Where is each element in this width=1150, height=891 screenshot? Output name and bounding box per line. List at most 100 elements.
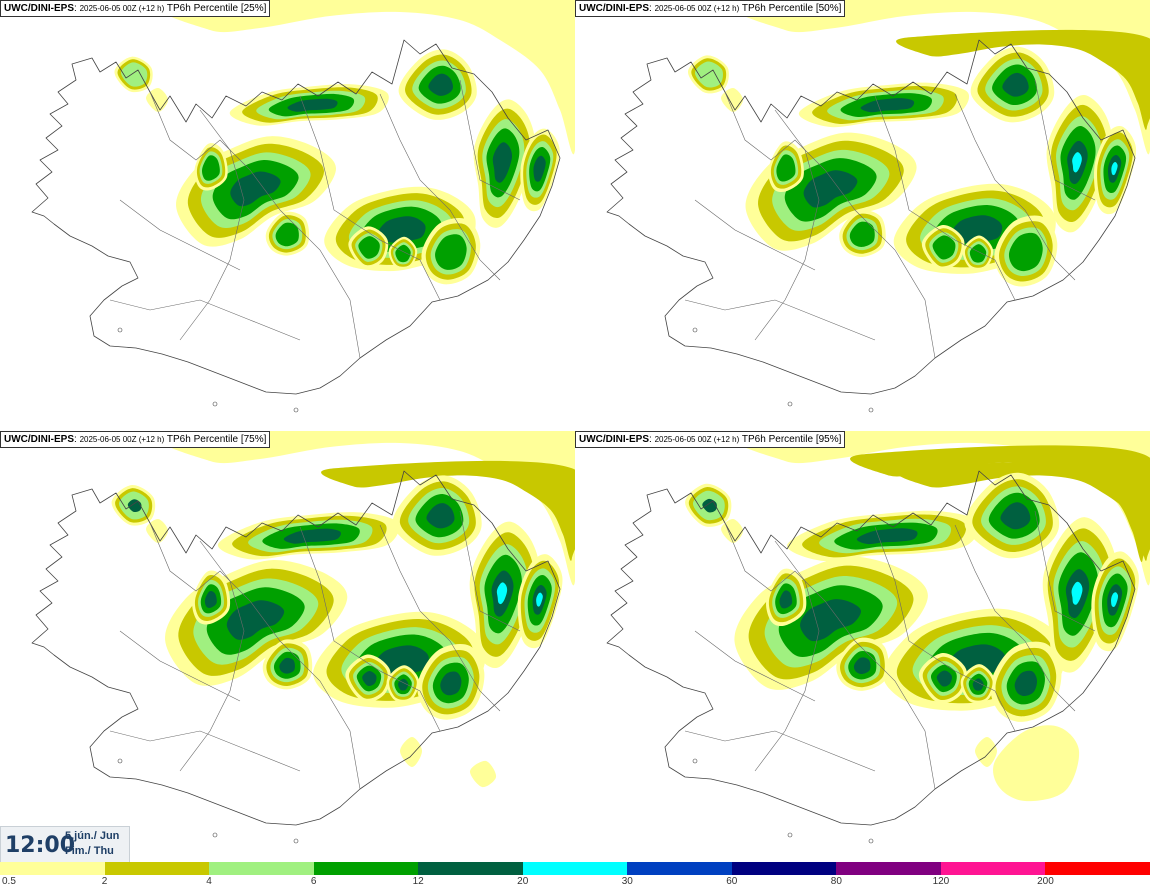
precip-contour (127, 499, 142, 513)
legend-tick-label: 6 (310, 876, 317, 887)
precip-contour (204, 590, 217, 608)
road-line (754, 540, 820, 772)
map-panel-95: UWC/DINI-EPS: 2025-06-05 00Z (+12 h) TP6… (575, 431, 1150, 861)
panel-title: UWC/DINI-EPS: 2025-06-05 00Z (+12 h) TP6… (0, 0, 271, 17)
legend-tick-label: 60 (726, 876, 738, 887)
road-line (459, 510, 521, 632)
precip-contour (800, 599, 861, 642)
precip-contour (440, 671, 462, 696)
road-line (109, 299, 301, 341)
legend-swatch (836, 862, 941, 875)
precip-contour (1111, 162, 1118, 176)
precip-contour (1072, 152, 1082, 173)
precip-contour (932, 235, 956, 260)
road-line (299, 526, 441, 732)
precip-contour (275, 222, 299, 247)
legend-swatch (731, 862, 837, 875)
small-island (692, 327, 698, 333)
legend-tick-label: 20 (517, 876, 529, 887)
road-line (1034, 510, 1096, 632)
small-island (692, 758, 698, 764)
sea-precip-area (896, 29, 1150, 130)
road-line (149, 91, 361, 359)
precip-contour (1000, 502, 1031, 530)
precip-contour (969, 244, 987, 263)
precip-contour (860, 98, 915, 113)
coastline (31, 39, 561, 395)
precip-contour (1002, 72, 1029, 97)
road-line (694, 199, 816, 271)
precip-contour (536, 592, 543, 607)
precip-contour (492, 142, 513, 183)
valid-date-line-2: Fim./ Thu (65, 845, 114, 857)
small-island (117, 758, 123, 764)
precip-patch (469, 760, 497, 788)
map-panel-50: UWC/DINI-EPS: 2025-06-05 00Z (+12 h) TP6… (575, 0, 1150, 430)
precip-contour (377, 216, 426, 243)
precip-contour (426, 503, 455, 529)
precip-patch (975, 737, 997, 767)
precip-contour (936, 670, 952, 687)
precip-contour (776, 154, 796, 182)
legend-tick-label: 2 (101, 876, 108, 887)
road-line (684, 299, 876, 341)
precip-contour (803, 170, 858, 208)
legend-tick-label: 0.5 (2, 876, 16, 887)
sea-precip-area (321, 460, 575, 561)
road-line (694, 630, 816, 702)
map-svg (31, 0, 575, 413)
map-svg (31, 431, 575, 844)
road-line (754, 109, 820, 341)
small-island (293, 838, 299, 844)
precip-contour (853, 657, 871, 675)
small-island (787, 832, 793, 838)
precip-contour (849, 221, 875, 247)
coastline (31, 470, 561, 826)
road-line (954, 93, 1076, 281)
legend-swatch (209, 862, 314, 875)
valid-time: 12:00 (5, 833, 76, 858)
precip-contour (1008, 232, 1043, 272)
precip-contour (287, 98, 338, 112)
legend-tick-label: 200 (1037, 876, 1054, 887)
road-line (149, 522, 361, 790)
legend-color-bar (0, 862, 1150, 875)
precip-contour (1014, 670, 1038, 697)
legend-tick-label: 120 (932, 876, 950, 887)
precip-patch (400, 737, 422, 767)
legend-tick-label: 80 (830, 876, 842, 887)
legend-tick-label: 12 (412, 876, 424, 887)
precip-contour (283, 528, 341, 544)
road-line (119, 199, 241, 271)
small-island (868, 407, 874, 413)
precip-contour (533, 155, 546, 182)
road-line (684, 730, 876, 772)
legend-tick-label: 4 (206, 876, 212, 887)
road-line (1034, 79, 1096, 201)
map-panel-25: UWC/DINI-EPS: 2025-06-05 00Z (+12 h) TP6… (0, 0, 575, 430)
legend-swatch (522, 862, 628, 875)
small-island (212, 832, 218, 838)
legend-swatch (627, 862, 732, 875)
road-line (379, 524, 501, 712)
sea-precip-area (850, 445, 1150, 562)
panel-title: UWC/DINI-EPS: 2025-06-05 00Z (+12 h) TP6… (0, 431, 271, 448)
legend-swatch (418, 862, 523, 875)
precip-contour (694, 61, 724, 88)
panel-title: UWC/DINI-EPS: 2025-06-05 00Z (+12 h) TP6… (575, 431, 846, 448)
map-svg (606, 0, 1150, 413)
panel-title: UWC/DINI-EPS: 2025-06-05 00Z (+12 h) TP6… (575, 0, 846, 17)
precip-contour (856, 528, 918, 545)
legend-swatch (0, 862, 105, 875)
road-line (874, 95, 1016, 301)
color-legend: 0.5 2 4 6 12 20 30 60 80 120 200 (0, 862, 1150, 891)
precip-contour (230, 171, 281, 207)
road-line (874, 526, 1016, 732)
road-line (459, 79, 521, 201)
road-line (724, 522, 936, 790)
small-island (117, 327, 123, 333)
coastline (606, 39, 1136, 395)
precip-contour (1071, 581, 1083, 605)
coastline (606, 470, 1136, 826)
road-line (109, 730, 301, 772)
